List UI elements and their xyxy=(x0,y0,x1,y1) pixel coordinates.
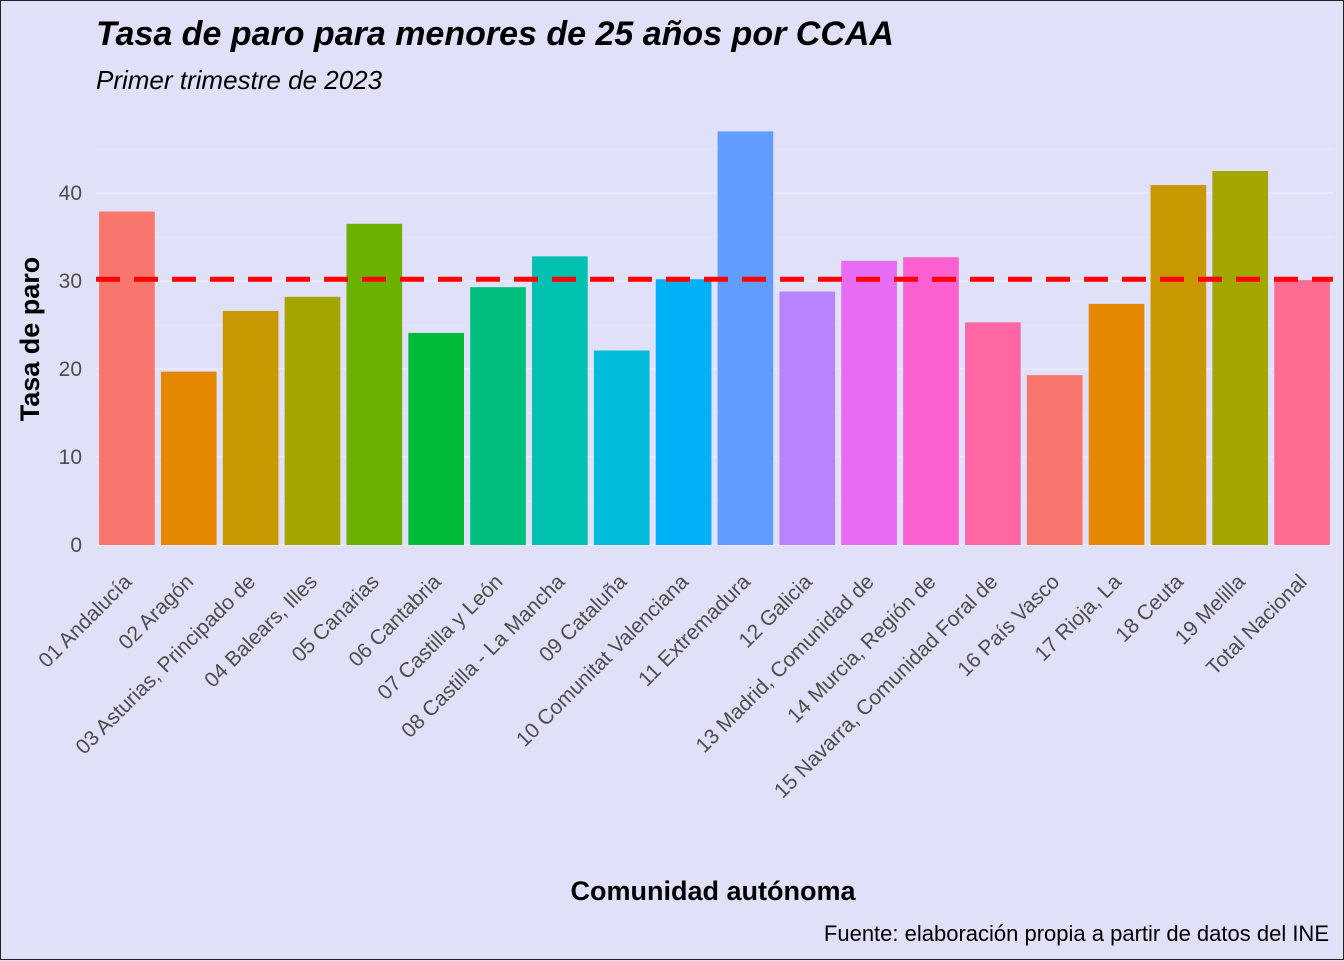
x-tick-label: 01 Andalucía xyxy=(34,570,136,672)
bar xyxy=(532,256,588,545)
y-tick-label: 10 xyxy=(59,446,82,469)
bar xyxy=(222,310,279,545)
x-axis-title: Comunidad autónoma xyxy=(571,876,857,906)
bar xyxy=(1088,303,1145,545)
y-tick-label: 40 xyxy=(59,182,82,205)
y-tick-labels: 0 10 20 30 40 xyxy=(59,182,82,557)
bar xyxy=(593,350,650,545)
bar xyxy=(964,322,1021,545)
bar xyxy=(841,260,897,545)
bar xyxy=(408,332,465,545)
y-tick-label: 20 xyxy=(59,358,82,381)
bar xyxy=(903,257,959,545)
bar xyxy=(1026,375,1083,545)
bar xyxy=(99,211,155,546)
bar xyxy=(1150,185,1207,545)
bar xyxy=(284,296,341,545)
bar xyxy=(346,223,403,546)
bar xyxy=(160,371,217,545)
y-tick-label: 30 xyxy=(59,270,82,293)
x-tick-label: 04 Balears, Illes xyxy=(200,570,322,692)
bar xyxy=(779,291,836,545)
bar xyxy=(717,131,774,545)
bars-layer xyxy=(99,131,1330,546)
y-axis-title: Tasa de paro xyxy=(15,257,45,422)
bar xyxy=(655,279,712,545)
y-tick-label: 0 xyxy=(70,534,82,557)
bar xyxy=(1274,280,1330,545)
bar xyxy=(1212,171,1269,545)
x-tick-label: 15 Navarra, Comunidad Foral de xyxy=(770,570,1003,803)
chart-subtitle: Primer trimestre de 2023 xyxy=(96,65,383,95)
x-tick-label: 11 Extremadura xyxy=(634,570,755,691)
grid-layer xyxy=(96,148,1333,546)
chart-caption: Fuente: elaboración propia a partir de d… xyxy=(824,921,1329,946)
chart-title: Tasa de paro para menores de 25 años por… xyxy=(96,15,894,53)
bar xyxy=(470,287,526,545)
